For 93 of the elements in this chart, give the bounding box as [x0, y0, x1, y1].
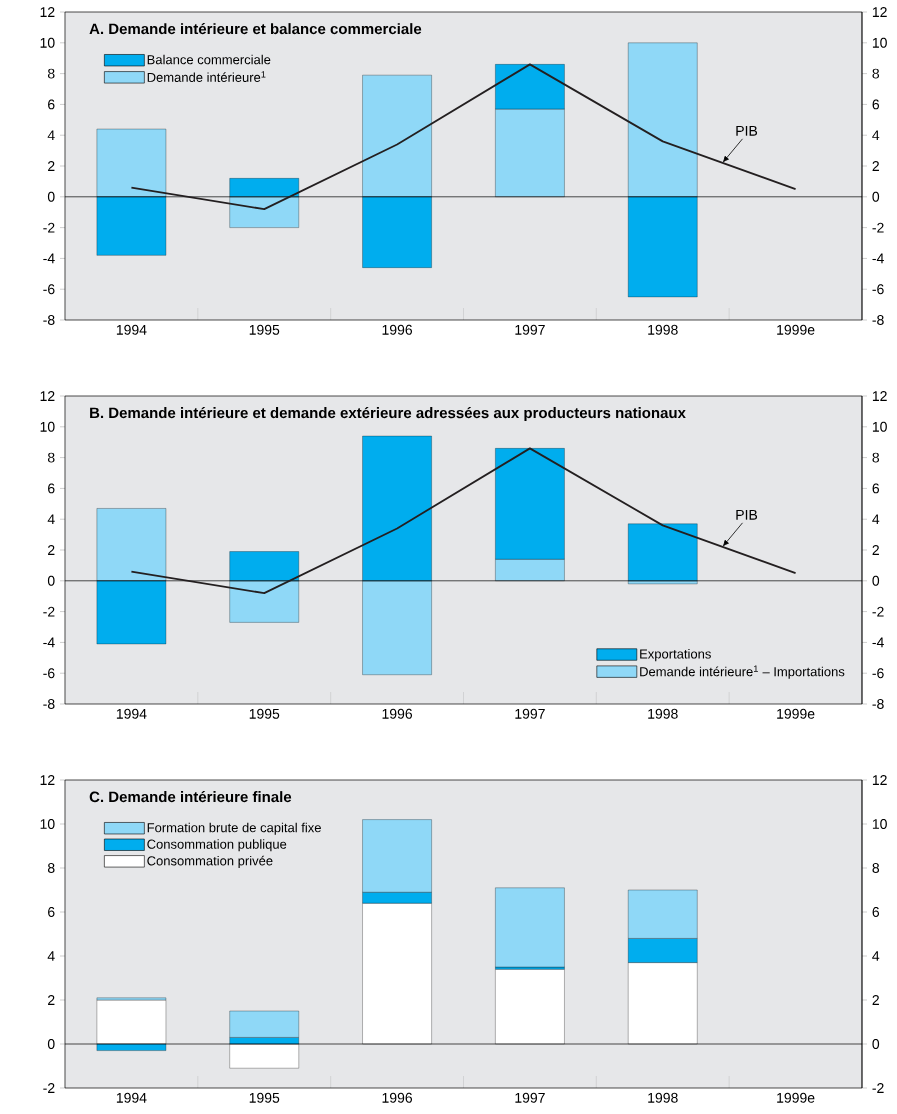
y2-tick-label: 4	[872, 951, 880, 961]
y2-tick-label: 0	[872, 191, 880, 202]
y2-tick-label: -6	[872, 284, 884, 295]
legend-label: Consommation privée	[147, 855, 273, 869]
y2-tick-label: 10	[872, 819, 887, 829]
y2-tick-label: -4	[872, 253, 884, 264]
line-series	[130, 447, 797, 595]
y2-tick-label: 12	[872, 775, 887, 785]
y-tick-label: 0	[47, 1039, 55, 1049]
y-tick-label: 12	[40, 7, 55, 17]
y-tick-label: 0	[47, 575, 55, 586]
y2-tick-label: 4	[872, 514, 880, 525]
legend-label: Formation brute de capital fixe	[147, 822, 321, 835]
x-tick-label: 1996	[382, 708, 413, 719]
text: PIB	[736, 126, 758, 136]
x-tick-label: 1999e	[777, 708, 815, 719]
legend-label: Balance commerciale	[147, 54, 271, 65]
x-tick-label: 1996	[382, 1092, 413, 1103]
legend-label: Demande intérieure$^{1}$	[147, 71, 266, 82]
y2-tick-label: 4	[872, 130, 880, 141]
x-tick-label: 1997	[515, 324, 545, 335]
y-tick-label: 10	[40, 37, 55, 48]
y-tick-label: 2	[48, 545, 55, 555]
y2-tick-label: -4	[872, 637, 884, 648]
x-tick-label: 1997	[515, 708, 545, 719]
y2-tick-label: 12	[872, 7, 887, 17]
y2-tick-label: 2	[872, 545, 879, 555]
y-tick-label: -6	[43, 668, 55, 679]
y2-tick-label: 2	[872, 161, 879, 171]
x-tick-label: 1994	[116, 324, 147, 335]
x-tick-label: 1996	[382, 324, 413, 335]
y2-tick-label: -2	[872, 1083, 884, 1093]
x-tick-label: 1999e	[777, 324, 815, 335]
line-series	[130, 63, 797, 211]
y-tick-label: 6	[48, 99, 55, 110]
y2-tick-label: 6	[872, 99, 880, 110]
y-tick-label: 6	[48, 483, 55, 494]
y-tick-label: 12	[40, 775, 55, 785]
x-tick-label: 1998	[648, 708, 678, 719]
y2-tick-label: 12	[872, 391, 887, 401]
y2-tick-label: -2	[872, 606, 884, 617]
legend-label: Consommation publique	[147, 839, 287, 852]
y-tick-label: 4	[47, 951, 55, 961]
y-tick-label: 0	[47, 191, 55, 202]
y2-tick-label: 2	[872, 995, 879, 1005]
y-tick-label: -8	[43, 315, 55, 325]
text: C. Demande intérieure finale	[89, 790, 292, 803]
y2-tick-label: 8	[872, 863, 880, 873]
text: B. Demande intérieure et demande extérieure adressées aux producteurs nationaux	[90, 407, 686, 422]
x-tick-label: 1995	[249, 324, 280, 335]
y-tick-label: -8	[43, 699, 55, 709]
y-tick-label: -6	[43, 284, 55, 295]
y-tick-label: 4	[47, 130, 55, 141]
bar	[495, 887, 565, 968]
y-tick-label: -2	[43, 1083, 55, 1093]
y-tick-label: 6	[48, 907, 55, 917]
x-tick-label: 1995	[249, 1092, 280, 1103]
y2-tick-label: -2	[872, 222, 884, 233]
legend-label: Demande intérieure$^{1}$ – Importations	[640, 665, 845, 679]
y-tick-label: -2	[43, 606, 55, 617]
y2-tick-label: 6	[872, 907, 880, 917]
x-tick-label: 1995	[249, 708, 280, 719]
y-tick-label: -4	[43, 253, 55, 264]
x-tick-label: 1998	[648, 1092, 678, 1103]
y2-tick-label: -8	[872, 699, 884, 709]
x-tick-label: 1998	[648, 324, 678, 335]
x-tick-label: 1997	[515, 1092, 545, 1103]
y2-tick-label: 0	[872, 1039, 880, 1049]
y2-tick-label: -8	[872, 315, 884, 325]
y2-tick-label: -6	[872, 668, 884, 679]
text: PIB	[736, 510, 758, 520]
y-tick-label: 2	[48, 161, 55, 171]
y-tick-label: -4	[43, 637, 55, 648]
y2-tick-label: 8	[872, 68, 880, 79]
y-tick-label: 12	[40, 391, 55, 401]
y-tick-label: 2	[48, 995, 55, 1005]
y2-tick-label: 10	[872, 421, 887, 432]
legend-label: Exportations	[640, 649, 711, 662]
y2-tick-label: 8	[872, 452, 880, 463]
x-tick-label: 1999e	[777, 1092, 815, 1103]
y-tick-label: 10	[40, 421, 55, 432]
x-tick-label: 1994	[116, 1092, 147, 1103]
y2-tick-label: 0	[872, 575, 880, 586]
y2-tick-label: 10	[872, 37, 887, 48]
text: A. Demande intérieure et balance commerciale	[89, 23, 422, 35]
x-tick-label: 1994	[116, 708, 147, 719]
y2-tick-label: 6	[872, 483, 880, 494]
y-tick-label: 8	[47, 863, 55, 873]
y-tick-label: 10	[40, 819, 55, 829]
y-tick-label: 8	[47, 68, 55, 79]
y-tick-label: 4	[47, 514, 55, 525]
y-tick-label: 8	[47, 452, 55, 463]
y-tick-label: -2	[43, 222, 55, 233]
